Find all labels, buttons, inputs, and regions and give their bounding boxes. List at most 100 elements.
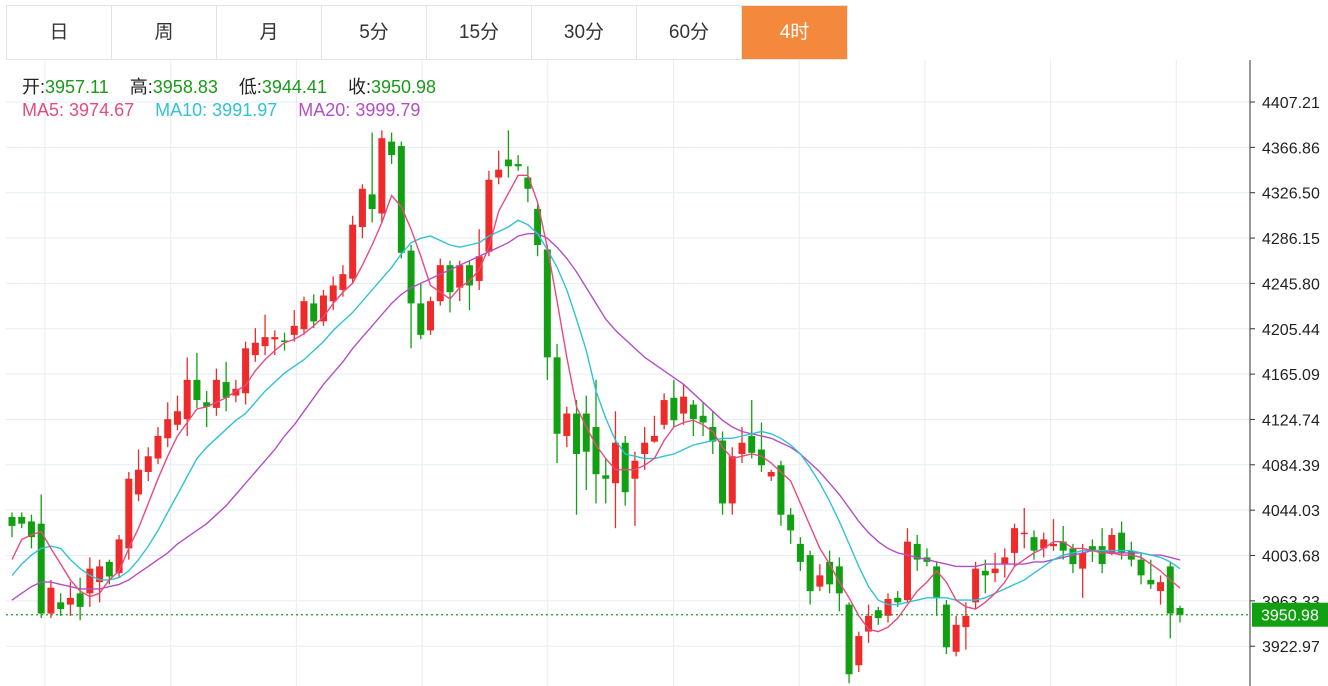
candle-body [524,177,532,189]
tab-60min[interactable]: 60分 [637,6,742,59]
ma5-label: MA5: [22,100,65,120]
last-price-tag [1252,602,1328,627]
candle-body [339,274,347,290]
ohlc-readout: 开:3957.11 高:3958.83 低:3944.41 收:3950.98 [22,73,436,99]
candle-body [787,514,795,531]
candle-body [183,379,191,420]
candle-body [47,587,55,614]
candle-body [1118,532,1126,553]
y-tick-label: 4124.74 [1262,412,1320,429]
candle-body [242,348,250,394]
candle-body [96,566,104,583]
candle-body [417,303,425,335]
candle-body [1011,528,1019,553]
candle-body [1001,557,1009,565]
candle-body [757,449,765,466]
ma-readout: MA5: 3974.67 MA10: 3991.97 MA20: 3999.79 [22,100,420,121]
candle-body [173,411,181,425]
candle-body [650,436,658,442]
candle-body [1147,579,1155,585]
ma10-label: MA10: [155,100,208,120]
candle-body [573,413,581,454]
candle-body [76,593,84,607]
candle-body [485,179,493,252]
candle-body [611,442,619,484]
candle-body [621,442,629,493]
candle-body [903,541,911,601]
tab-30min[interactable]: 30分 [532,6,637,59]
candle-body [660,400,668,425]
candle-body [874,610,882,619]
candle-body [115,539,123,574]
candle-body [719,440,727,504]
candle-body [709,427,717,442]
tab-15min[interactable]: 15分 [427,6,532,59]
candle-body [1108,534,1116,555]
candle-body [534,208,542,245]
candle-body [816,575,824,587]
y-tick-label: 4165.09 [1262,367,1320,384]
candle-body [1059,541,1067,551]
candle-body [670,397,678,421]
y-tick-label: 3922.97 [1262,639,1320,656]
candle-body [826,561,834,585]
candle-body [397,146,405,253]
candle-body [543,249,551,358]
candle-body [222,382,230,398]
candle-body [855,636,863,666]
candle-body [1088,546,1096,551]
tab-day[interactable]: 日 [7,6,112,59]
candle-body [135,469,143,495]
ma20-label: MA20: [298,100,351,120]
tab-month[interactable]: 月 [217,6,322,59]
tab-4hour[interactable]: 4时 [742,6,847,59]
candle-body [641,442,649,454]
candle-body [1079,552,1087,569]
high-label: 高: [129,77,153,97]
candle-body [154,436,162,459]
candle-body [504,159,512,167]
candle-body [86,568,94,594]
candle-body [37,523,45,614]
candle-body [796,543,804,562]
candle-body [495,169,503,178]
candle-body [1157,582,1165,592]
candle-body [602,475,610,479]
candle-body [1049,543,1057,547]
candle-body [164,419,172,439]
candle-body [738,442,746,454]
close-value: 3950.98 [371,77,437,97]
candle-body [446,265,454,293]
candle-body [319,295,327,322]
candle-body [845,604,853,675]
candle-body [1020,532,1028,535]
candle-body [563,413,571,437]
candle-body [436,265,444,302]
tab-5min[interactable]: 5分 [322,6,427,59]
candle-body [592,427,600,475]
ma5-line [11,174,1181,633]
last-price-label: 3950.98 [1261,608,1319,625]
y-tick-label: 4286.15 [1262,231,1320,248]
tab-week[interactable]: 周 [112,6,217,59]
candle-body [300,301,308,330]
y-tick-label: 4245.80 [1262,276,1320,293]
open-value: 3957.11 [45,77,109,97]
candle-body [894,597,902,603]
y-tick-label: 3882.62 [1262,685,1320,686]
candle-body [680,396,688,414]
candle-body [144,456,152,472]
candle-body [952,624,960,652]
candle-body [290,325,298,335]
candle-body [27,521,35,538]
candle-body [66,597,74,605]
high-value: 3958.83 [152,77,218,97]
candle-body [767,471,775,477]
candle-body [193,379,201,401]
candle-body [349,224,357,279]
candle-body [105,561,113,577]
candle-body [962,615,970,628]
candle-body [8,516,16,526]
candle-body [1030,537,1038,551]
